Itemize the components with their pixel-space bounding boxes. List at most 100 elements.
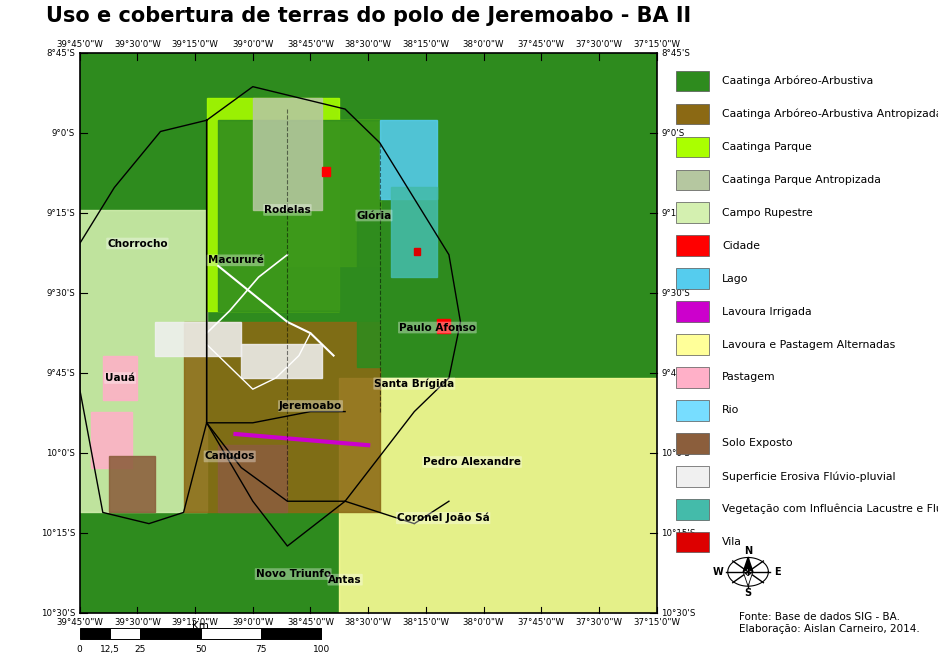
Polygon shape xyxy=(109,456,155,512)
Text: 9°0'S: 9°0'S xyxy=(661,129,685,138)
Bar xyxy=(675,499,709,520)
Text: 10°15'S: 10°15'S xyxy=(661,528,696,538)
Text: Pastagem: Pastagem xyxy=(722,373,776,383)
Text: 38°30'0"W: 38°30'0"W xyxy=(344,618,392,627)
Text: Rio: Rio xyxy=(722,405,740,416)
Text: 38°15'0"W: 38°15'0"W xyxy=(402,618,449,627)
Text: 9°45'S: 9°45'S xyxy=(46,369,75,378)
Text: Pedro Alexandre: Pedro Alexandre xyxy=(423,457,521,467)
Bar xyxy=(675,170,709,190)
Bar xyxy=(675,433,709,453)
Text: Lavoura e Pastagem Alternadas: Lavoura e Pastagem Alternadas xyxy=(722,339,896,349)
Text: Paulo Afonso: Paulo Afonso xyxy=(399,323,476,333)
Text: Coronel João Sá: Coronel João Sá xyxy=(397,512,490,523)
Polygon shape xyxy=(91,412,131,467)
Polygon shape xyxy=(80,210,206,512)
Polygon shape xyxy=(219,446,287,512)
Text: 37°15'0"W: 37°15'0"W xyxy=(633,40,680,48)
Text: 37°30'0"W: 37°30'0"W xyxy=(575,40,623,48)
Text: 9°30'S: 9°30'S xyxy=(46,288,75,298)
Text: Jeremoabo: Jeremoabo xyxy=(279,401,342,411)
Text: Uauá: Uauá xyxy=(105,373,135,383)
Polygon shape xyxy=(103,355,137,400)
Text: 9°0'S: 9°0'S xyxy=(52,129,75,138)
Text: 39°0'0"W: 39°0'0"W xyxy=(232,40,274,48)
Text: S: S xyxy=(745,588,751,598)
Text: Caatinga Parque Antropizada: Caatinga Parque Antropizada xyxy=(722,175,881,185)
Text: 8°45'S: 8°45'S xyxy=(661,48,690,58)
Text: Rodelas: Rodelas xyxy=(264,205,310,215)
Text: 75: 75 xyxy=(256,645,267,654)
Polygon shape xyxy=(241,344,322,378)
Bar xyxy=(675,269,709,289)
Polygon shape xyxy=(380,120,437,199)
Text: 38°0'0"W: 38°0'0"W xyxy=(462,40,505,48)
Text: 38°30'0"W: 38°30'0"W xyxy=(344,40,392,48)
Text: Cidade: Cidade xyxy=(722,241,761,251)
Text: 39°30'0"W: 39°30'0"W xyxy=(114,40,160,48)
Text: W: W xyxy=(713,567,723,577)
Bar xyxy=(110,628,141,639)
Polygon shape xyxy=(743,558,753,572)
Bar xyxy=(675,71,709,91)
Bar xyxy=(675,202,709,223)
Text: 10°30'S: 10°30'S xyxy=(661,609,696,618)
Text: N: N xyxy=(744,546,752,556)
Text: 39°0'0"W: 39°0'0"W xyxy=(232,618,274,627)
Polygon shape xyxy=(356,210,461,367)
Text: Km: Km xyxy=(192,621,209,631)
Polygon shape xyxy=(340,378,657,613)
Text: Campo Rupestre: Campo Rupestre xyxy=(722,208,813,218)
Text: Uso e cobertura de terras do polo de Jeremoabo - BA II: Uso e cobertura de terras do polo de Jer… xyxy=(46,6,690,26)
Text: 10°30'S: 10°30'S xyxy=(40,609,75,618)
Text: Glória: Glória xyxy=(356,211,391,221)
Text: Canudos: Canudos xyxy=(204,452,255,461)
Polygon shape xyxy=(252,98,322,210)
Bar xyxy=(675,367,709,388)
Text: Caatinga Arbóreo-Arbustiva: Caatinga Arbóreo-Arbustiva xyxy=(722,76,873,86)
Text: Caatinga Arbóreo-Arbustiva Antropizada: Caatinga Arbóreo-Arbustiva Antropizada xyxy=(722,109,938,119)
Text: Solo Exposto: Solo Exposto xyxy=(722,438,793,448)
Text: E: E xyxy=(775,567,781,577)
Bar xyxy=(675,235,709,256)
Bar xyxy=(201,628,262,639)
Bar xyxy=(675,334,709,355)
Text: 39°45'0"W: 39°45'0"W xyxy=(56,618,103,627)
Bar xyxy=(262,628,322,639)
Bar xyxy=(80,628,110,639)
Text: Santa Brígida: Santa Brígida xyxy=(374,379,454,389)
Bar xyxy=(675,137,709,157)
Text: Antas: Antas xyxy=(328,575,362,585)
Text: 38°0'0"W: 38°0'0"W xyxy=(462,618,505,627)
Polygon shape xyxy=(219,120,380,311)
Bar xyxy=(141,628,201,639)
Text: 37°15'0"W: 37°15'0"W xyxy=(633,618,680,627)
Text: 25: 25 xyxy=(135,645,146,654)
Text: 38°45'0"W: 38°45'0"W xyxy=(287,618,334,627)
Text: 9°30'S: 9°30'S xyxy=(661,288,690,298)
Text: 37°30'0"W: 37°30'0"W xyxy=(575,618,623,627)
Text: 10°0'S: 10°0'S xyxy=(661,449,690,457)
Polygon shape xyxy=(184,322,380,512)
Text: 12,5: 12,5 xyxy=(100,645,120,654)
Text: 9°15'S: 9°15'S xyxy=(46,209,75,217)
Text: Superficie Erosiva Flúvio-pluvial: Superficie Erosiva Flúvio-pluvial xyxy=(722,471,896,481)
Bar xyxy=(437,319,450,333)
Bar xyxy=(675,466,709,487)
Bar xyxy=(675,400,709,421)
Bar xyxy=(675,301,709,322)
Text: 100: 100 xyxy=(313,645,330,654)
Polygon shape xyxy=(155,322,241,355)
Text: Novo Triunfo: Novo Triunfo xyxy=(256,569,331,579)
Text: Lavoura Irrigada: Lavoura Irrigada xyxy=(722,306,812,317)
Text: Vegetação com Influência Lacustre e Fluvial: Vegetação com Influência Lacustre e Fluv… xyxy=(722,504,938,514)
Bar xyxy=(675,532,709,552)
Text: 0: 0 xyxy=(77,645,83,654)
Text: Fonte: Base de dados SIG - BA.
Elaboração: Aislan Carneiro, 2014.: Fonte: Base de dados SIG - BA. Elaboraçã… xyxy=(738,613,919,634)
Text: 38°45'0"W: 38°45'0"W xyxy=(287,40,334,48)
Text: 8°45'S: 8°45'S xyxy=(46,48,75,58)
Bar xyxy=(675,103,709,125)
Text: 39°45'0"W: 39°45'0"W xyxy=(56,40,103,48)
Text: Caatinga Parque: Caatinga Parque xyxy=(722,142,812,152)
Text: Chorrocho: Chorrocho xyxy=(107,239,168,249)
